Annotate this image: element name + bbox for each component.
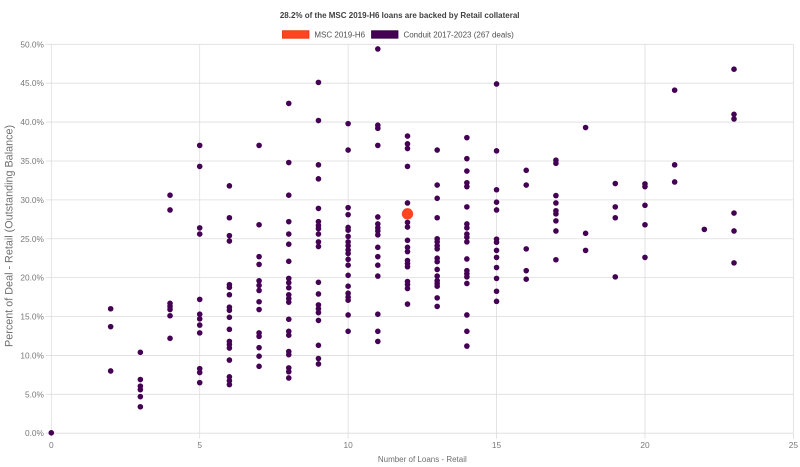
svg-text:28.2% of the MSC 2019-H6 loans: 28.2% of the MSC 2019-H6 loans are backe… (280, 11, 520, 20)
svg-text:15.0%: 15.0% (20, 312, 44, 322)
svg-text:10: 10 (344, 440, 354, 450)
svg-text:Number of Loans - Retail: Number of Loans - Retail (378, 455, 467, 464)
svg-text:15: 15 (492, 440, 502, 450)
svg-text:Percent of Deal - Retail (Outs: Percent of Deal - Retail (Outstanding Ba… (3, 125, 15, 347)
svg-text:10.0%: 10.0% (20, 350, 44, 360)
svg-text:25.0%: 25.0% (20, 234, 44, 244)
svg-text:45.0%: 45.0% (20, 78, 44, 88)
svg-text:Conduit 2017-2023 (267 deals): Conduit 2017-2023 (267 deals) (403, 31, 514, 40)
svg-text:20: 20 (640, 440, 650, 450)
svg-text:30.0%: 30.0% (20, 195, 44, 205)
svg-text:35.0%: 35.0% (20, 156, 44, 166)
svg-text:MSC 2019-H6: MSC 2019-H6 (314, 31, 365, 40)
svg-text:0.0%: 0.0% (25, 428, 45, 438)
svg-text:5: 5 (197, 440, 202, 450)
svg-text:5.0%: 5.0% (25, 389, 45, 399)
svg-text:25: 25 (789, 440, 799, 450)
svg-text:0: 0 (49, 440, 54, 450)
svg-text:20.0%: 20.0% (20, 273, 44, 283)
svg-text:50.0%: 50.0% (20, 39, 44, 49)
svg-text:40.0%: 40.0% (20, 117, 44, 127)
